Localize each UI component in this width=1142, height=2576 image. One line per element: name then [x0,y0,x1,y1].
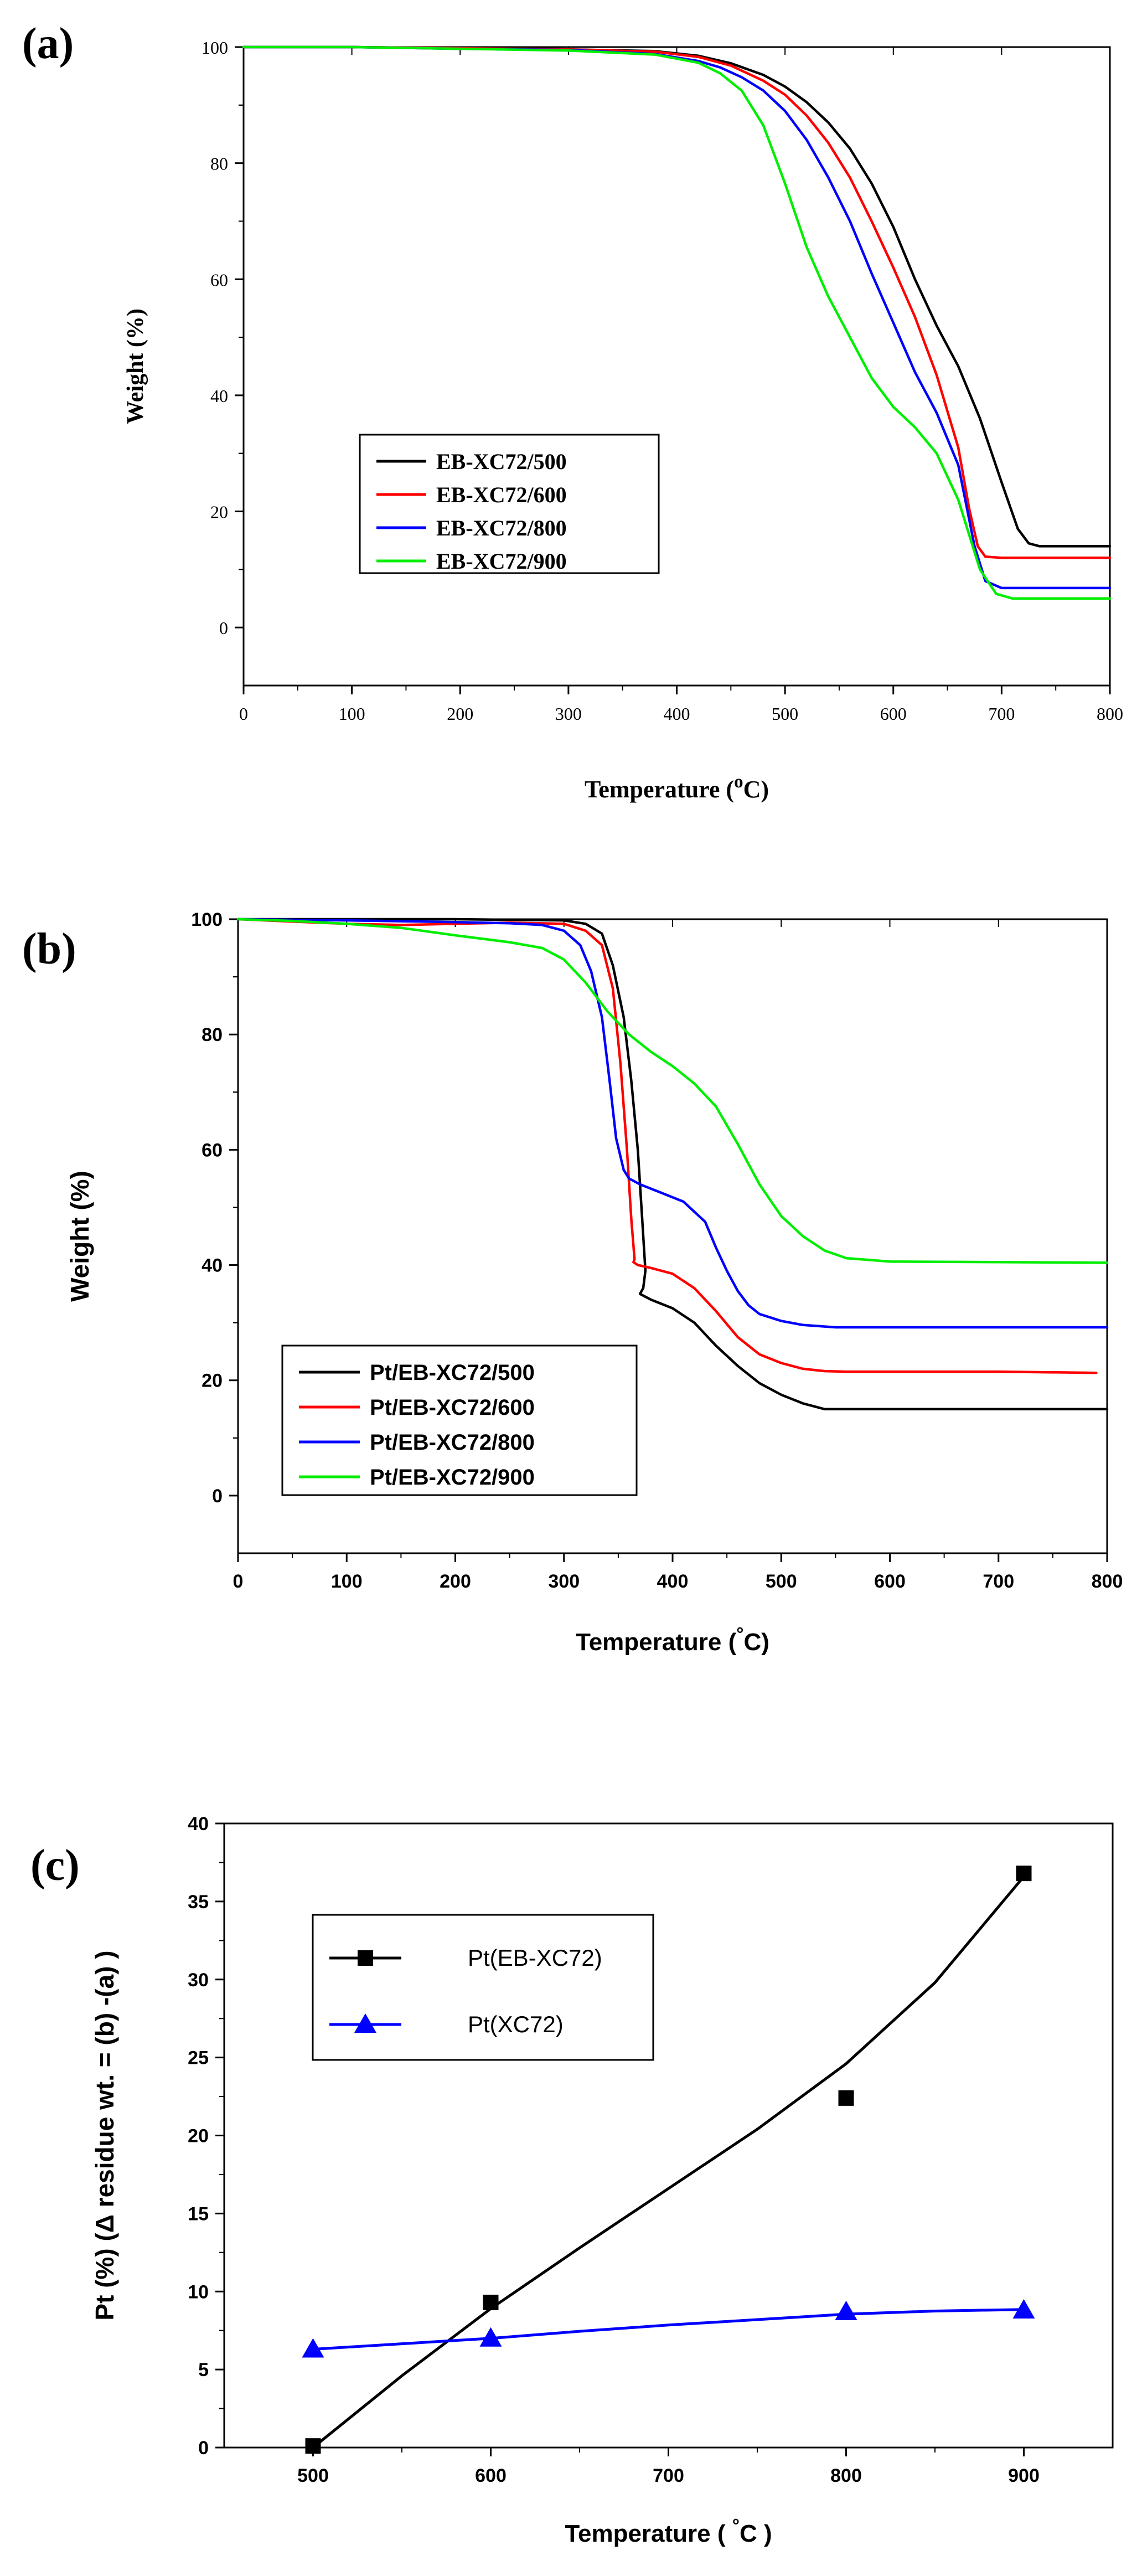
x-tick-label: 600 [874,1571,906,1592]
data-point-Pt(EB-XC72) [1016,1866,1032,1882]
x-axis-label-unit: C ) [740,2520,772,2547]
data-point-Pt(XC72) [302,2338,324,2358]
y-tick-label: 30 [188,1970,209,1991]
data-point-Pt(EB-XC72) [483,2294,499,2310]
y-tick-label: 0 [212,1486,223,1507]
panel-label: (c) [30,1841,80,1890]
x-tick-label: 0 [233,1571,244,1592]
legend-label-EB-XC72/900: EB-XC72/900 [436,549,567,574]
data-point-Pt(XC72) [479,2327,502,2347]
x-axis-label-unit: C) [743,1629,769,1656]
y-tick-label: 60 [210,270,228,290]
x-axis-label-degree: ° [732,2515,740,2536]
y-tick-label: 0 [219,618,228,638]
x-axis-label-text: Temperature ( [576,1629,736,1656]
legend-box [281,1344,638,1496]
x-tick-label: 700 [988,704,1015,724]
y-tick-label: 100 [191,909,223,930]
y-axis-label: Weight (%) [65,1171,94,1302]
y-tick-label: 0 [198,2438,209,2459]
y-tick-label: 20 [201,1371,223,1392]
y-tick-label: 40 [188,1813,209,1835]
x-axis-label: Temperature ( °C ) [565,2515,772,2547]
y-axis-label: Pt (%) (Δ residue wt. = (b) -(a) ) [90,1950,119,2320]
y-axis-label: Weight (%) [123,308,148,424]
y-tick-label: 20 [210,502,228,522]
x-axis-label-degree: ° [736,1624,743,1644]
x-tick-label: 500 [772,704,798,724]
legend-label-EB-XC72/600: EB-XC72/600 [436,482,567,507]
y-tick-label: 60 [201,1140,223,1161]
x-tick-label: 200 [440,1571,471,1592]
x-tick-label: 500 [297,2465,329,2486]
x-axis-label-degree: o [734,772,743,792]
x-tick-label: 600 [475,2465,507,2486]
legend-label-Pt/EB-XC72/800: Pt/EB-XC72/800 [370,1430,535,1455]
x-tick-label: 800 [1092,1571,1123,1592]
x-axis-label-text: Temperature ( [565,2520,732,2547]
legend-label-Pt/EB-XC72/500: Pt/EB-XC72/500 [370,1361,535,1385]
x-tick-label: 400 [657,1571,689,1592]
series-line-EB-XC72/600 [242,45,1112,559]
x-tick-label: 800 [830,2465,862,2486]
x-tick-label: 200 [447,704,473,724]
panel-label: (a) [22,19,74,68]
y-tick-label: 5 [198,2359,209,2381]
chart-panel-3: (c) 500 600 700 800 900 0 5 10 15 20 25 30 35 40 Temper… [30,1813,1114,2547]
data-point-Pt(XC72) [835,2300,857,2320]
y-tick-label: 25 [188,2048,209,2069]
series-line-EB-XC72/900 [242,45,1112,600]
x-tick-label: 700 [983,1571,1014,1592]
legend-label-Pt(EB-XC72): Pt(EB-XC72) [468,1945,602,1971]
series-line-Pt/EB-XC72/900 [236,918,1109,1264]
y-tick-label: 35 [188,1892,209,1913]
legend-label-EB-XC72/800: EB-XC72/800 [436,516,567,540]
panel-label: (b) [22,925,76,973]
plot-frame [242,46,1111,687]
legend-label-Pt/EB-XC72/900: Pt/EB-XC72/900 [370,1465,535,1490]
data-point-Pt(XC72) [1012,2299,1035,2319]
x-tick-label: 100 [339,704,365,724]
legend-marker [358,1950,373,1966]
legend-label-Pt/EB-XC72/600: Pt/EB-XC72/600 [370,1395,535,1420]
x-tick-label: 600 [880,704,907,724]
x-axis-label: Temperature (°C) [576,1624,769,1656]
x-tick-label: 700 [653,2465,684,2486]
x-tick-label: 800 [1097,704,1123,724]
x-tick-label: 0 [239,704,248,724]
legend-label-EB-XC72/500: EB-XC72/500 [436,449,567,474]
x-tick-label: 300 [555,704,582,724]
chart-panel-1: (a) 0 100 200 300 400 500 600 700 800 0 20 40 60 80 100… [22,19,1123,803]
fit-line-Pt(XC72) [313,2308,1024,2351]
x-axis-label-unit: C) [743,776,769,803]
y-tick-label: 80 [201,1024,223,1045]
y-tick-label: 100 [201,38,228,58]
data-point-Pt(EB-XC72) [838,2090,854,2106]
data-point-Pt(EB-XC72) [305,2438,321,2454]
legend-label-Pt(XC72): Pt(XC72) [468,2011,564,2037]
y-tick-label: 20 [188,2126,209,2147]
x-tick-label: 300 [548,1571,580,1592]
x-tick-label: 500 [766,1571,797,1592]
legend-box [359,434,660,574]
x-axis-label-text: Temperature ( [585,776,734,803]
legend-box [312,1914,654,2061]
x-tick-label: 400 [664,704,690,724]
y-tick-label: 10 [188,2281,209,2302]
series-line-Pt/EB-XC72/800 [236,918,1109,1329]
fit-line-Pt(EB-XC72) [312,1876,1025,2449]
y-tick-label: 40 [201,1255,223,1276]
chart-panel-2: (b) 0 100 200 300 400 500 600 700 800 0 20 40 60 80 100… [22,909,1123,1656]
legend-marker [354,2013,376,2033]
x-axis-label: Temperature (oC) [585,772,769,803]
x-tick-label: 900 [1008,2465,1040,2486]
series-line-Pt/EB-XC72/500 [236,918,1109,1411]
x-tick-label: 100 [331,1571,363,1592]
y-tick-label: 80 [210,154,228,174]
y-tick-label: 40 [210,386,228,406]
y-tick-label: 15 [188,2203,209,2224]
